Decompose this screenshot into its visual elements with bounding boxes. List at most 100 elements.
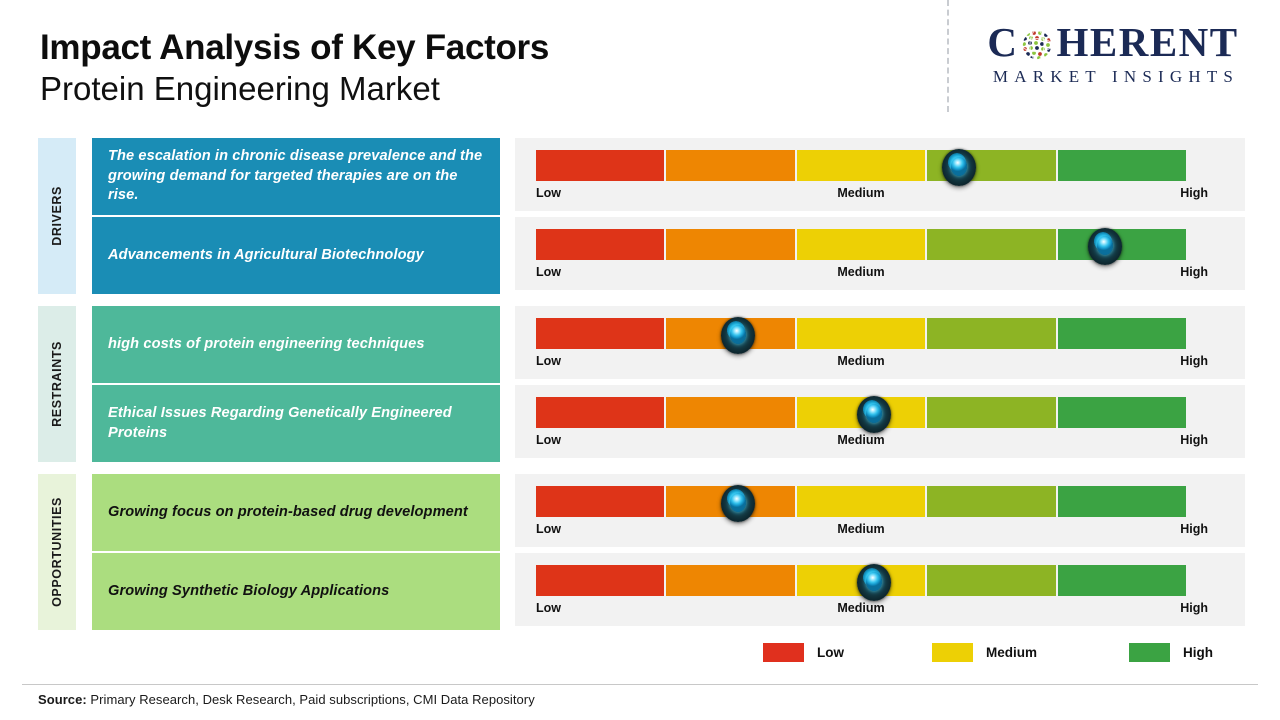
factor-text-box: high costs of protein engineering techni… [92,306,500,383]
scale-tick-low: Low [536,601,561,615]
factor-text-box: Advancements in Agricultural Biotechnolo… [92,217,500,294]
page-subtitle: Protein Engineering Market [40,70,440,108]
gauge-segment-3 [796,486,926,517]
gauge-segment-2 [666,150,795,181]
legend-swatch [1129,642,1171,662]
factor-row-content: Low Medium High [0,385,1280,462]
factor-group: RESTRAINTS high costs of protein engineer… [0,306,1280,464]
factor-text: Ethical Issues Regarding Genetically Eng… [108,404,452,441]
scale-tick-mid: Medium [837,522,885,536]
legend-label: Medium [986,644,1038,660]
gauge-marker[interactable] [941,149,976,186]
legend: Low Medium High [515,632,1245,672]
legend-swatch [763,642,804,662]
gauge-segment-3 [796,150,926,181]
gauge-bar [536,565,1187,596]
gauge-segment-1 [536,318,665,349]
gauge-marker[interactable] [720,485,755,522]
scale-tick-low: Low [536,522,561,536]
gauge-segment-2 [666,565,795,596]
gauge-bar [536,150,1187,181]
factor-text: high costs of protein engineering techni… [108,335,425,352]
scale-tick-mid: Medium [837,186,885,200]
category-label-opportunities: OPPORTUNITIES [38,474,76,630]
scale-tick-high: High [1180,433,1208,447]
logo-wordmark: C [963,22,1263,63]
gauge-scale: Low Medium High [536,433,1208,453]
gauge-segment-1 [536,229,665,260]
impact-gauge[interactable]: Low Medium High [515,553,1245,626]
factor-row-content: Low Medium High [0,217,1280,294]
gauge-marker[interactable] [857,396,891,433]
legend-item: High [1129,642,1214,662]
legend-item: Low [763,642,844,662]
factor-row-content: Low Medium High [0,138,1280,215]
factor-row-content: Low Medium High [0,553,1280,630]
factor-row-content: Low Medium High [0,306,1280,383]
gauge-segment-5 [1057,318,1187,349]
gauge-scale: Low Medium High [536,601,1208,621]
slide-header: Impact Analysis of Key Factors Protein E… [0,0,1280,128]
gauge-segment-2 [666,397,795,428]
factor-text: The escalation in chronic disease preval… [108,147,483,204]
scale-tick-mid: Medium [837,265,885,279]
gauge-segment-5 [1057,229,1187,260]
gauge-segment-5 [1057,150,1187,181]
logo-name-post: HERENT [1056,19,1239,65]
scale-tick-high: High [1180,522,1208,536]
scale-tick-high: High [1180,186,1208,200]
impact-gauge[interactable]: Low Medium High [515,385,1245,458]
scale-tick-mid: Medium [837,354,885,368]
scale-tick-low: Low [536,354,561,368]
footer-divider [22,684,1258,685]
logo: C [963,22,1263,102]
gauge-segment-5 [1057,486,1187,517]
gauge-segment-1 [536,397,665,428]
gauge-marker[interactable] [720,317,755,354]
source-text: Primary Research, Desk Research, Paid su… [86,692,535,707]
gauge-segment-2 [666,229,795,260]
factor-text-box: Growing focus on protein-based drug deve… [92,474,500,551]
gauge-scale: Low Medium High [536,265,1208,285]
gauge-segment-5 [1057,397,1187,428]
impact-gauge[interactable]: Low Medium High [515,306,1245,379]
gauge-marker[interactable] [857,564,891,601]
source-label: Source: [38,692,87,707]
gauge-segment-4 [927,318,1056,349]
gauge-segment-3 [796,229,926,260]
gauge-segment-1 [536,150,665,181]
impact-gauge[interactable]: Low Medium High [515,474,1245,547]
gauge-marker[interactable] [1087,228,1122,265]
gauge-bar [536,229,1187,260]
gauge-bar [536,318,1187,349]
logo-name-pre: C [987,19,1019,65]
legend-label: Low [817,644,844,660]
gauge-segment-4 [927,229,1056,260]
impact-gauge[interactable]: Low Medium High [515,217,1245,290]
logo-tagline: MARKET INSIGHTS [992,67,1240,86]
page-title: Impact Analysis of Key Factors [40,28,550,67]
legend-label: High [1183,644,1214,660]
factor-text-box: Ethical Issues Regarding Genetically Eng… [92,385,500,462]
scale-tick-low: Low [536,265,561,279]
factor-group: OPPORTUNITIES Growing focus on protein-ba… [0,474,1280,632]
scale-tick-high: High [1180,265,1208,279]
gauge-bar [536,486,1187,517]
category-label-restraints: RESTRAINTS [38,306,76,462]
gauge-segment-1 [536,486,665,517]
title-block: Impact Analysis of Key Factors Protein E… [40,28,549,109]
gauge-segment-4 [927,397,1056,428]
gauge-scale: Low Medium High [536,354,1208,374]
gauge-segment-4 [927,486,1056,517]
category-label-drivers: DRIVERS [38,138,76,294]
impact-matrix: DRIVERS The escalation in chronic disease… [0,138,1280,642]
legend-item: Medium [932,642,1038,662]
scale-tick-mid: Medium [837,433,885,447]
scale-tick-high: High [1180,601,1208,615]
gauge-segment-4 [927,565,1056,596]
gauge-segment-1 [536,565,665,596]
factor-row-content: Low Medium High [0,474,1280,551]
scale-tick-low: Low [536,186,561,200]
impact-gauge[interactable]: Low Medium High [515,138,1245,211]
